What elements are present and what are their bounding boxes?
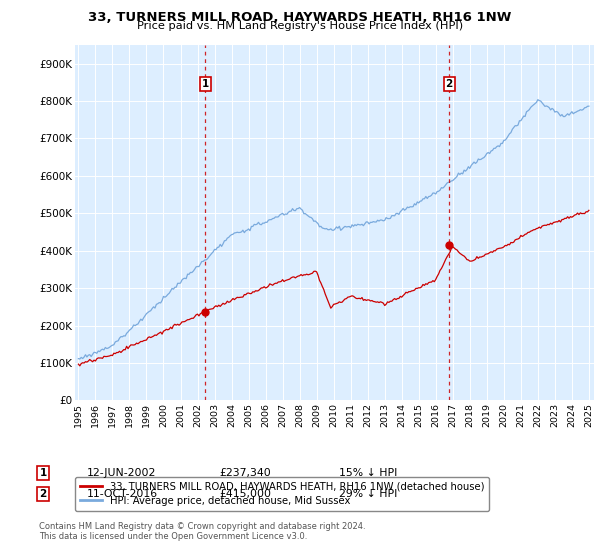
Text: Contains HM Land Registry data © Crown copyright and database right 2024.
This d: Contains HM Land Registry data © Crown c… [39,522,365,542]
Text: £415,000: £415,000 [219,489,271,499]
Text: 15% ↓ HPI: 15% ↓ HPI [339,468,397,478]
Text: 1: 1 [40,468,47,478]
Text: 29% ↓ HPI: 29% ↓ HPI [339,489,397,499]
Text: 1: 1 [202,79,209,89]
Text: £237,340: £237,340 [219,468,271,478]
Text: 12-JUN-2002: 12-JUN-2002 [87,468,157,478]
Legend: 33, TURNERS MILL ROAD, HAYWARDS HEATH, RH16 1NW (detached house), HPI: Average p: 33, TURNERS MILL ROAD, HAYWARDS HEATH, R… [75,477,490,511]
Text: 2: 2 [445,79,452,89]
Text: Price paid vs. HM Land Registry's House Price Index (HPI): Price paid vs. HM Land Registry's House … [137,21,463,31]
Text: 2: 2 [40,489,47,499]
Text: 11-OCT-2016: 11-OCT-2016 [87,489,158,499]
Text: 33, TURNERS MILL ROAD, HAYWARDS HEATH, RH16 1NW: 33, TURNERS MILL ROAD, HAYWARDS HEATH, R… [88,11,512,24]
